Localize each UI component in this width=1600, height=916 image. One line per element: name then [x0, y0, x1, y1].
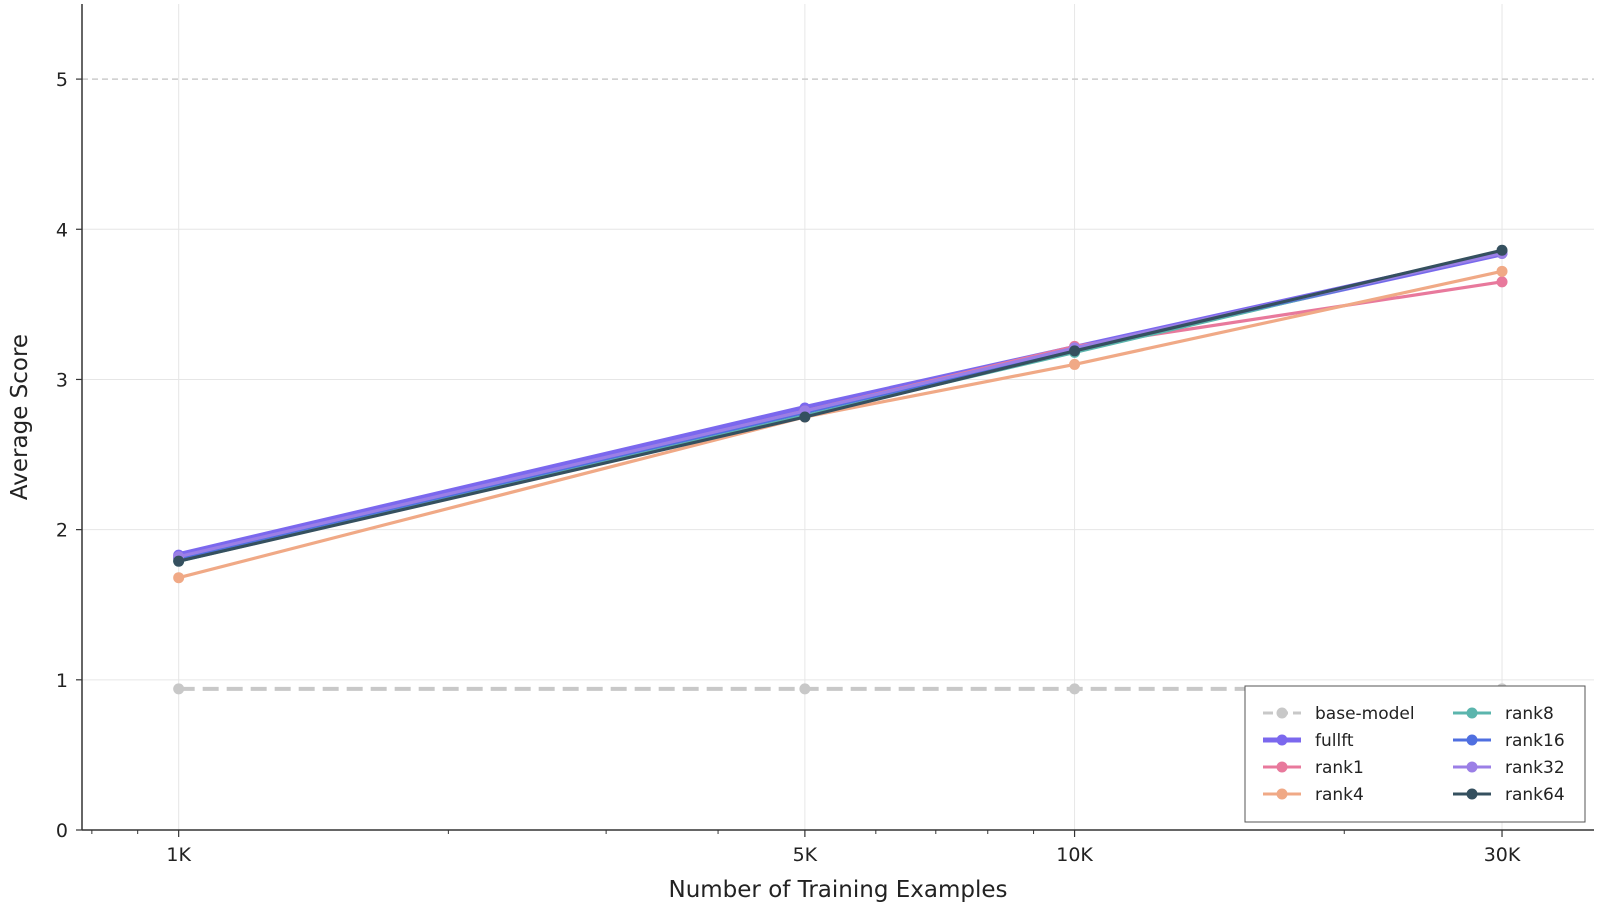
data-point-base-model — [1069, 683, 1081, 695]
grid-lines — [82, 4, 1594, 831]
x-tick-label: 10K — [1056, 844, 1093, 866]
data-point-rank64 — [1496, 244, 1508, 256]
x-tick-label: 1K — [166, 844, 191, 866]
x-tick-label: 5K — [793, 844, 818, 866]
y-tick-label: 5 — [56, 69, 68, 91]
legend-marker-rank8 — [1466, 707, 1478, 719]
series-line-rank16 — [177, 251, 1504, 560]
data-point-rank64 — [1069, 345, 1081, 357]
y-tick-label: 2 — [56, 520, 68, 542]
series-line-rank64 — [177, 248, 1504, 563]
tick-labels: 0 1 2 3 4 5 1K 5K 10K 30K — [56, 69, 1521, 866]
y-tick-label: 4 — [56, 219, 68, 241]
x-tick-label: 30K — [1484, 844, 1521, 866]
series-lines — [173, 244, 1508, 695]
data-point-rank1 — [1496, 276, 1508, 288]
legend-marker-rank4 — [1276, 788, 1288, 800]
legend-label: rank16 — [1505, 731, 1565, 751]
data-point-base-model — [173, 683, 185, 695]
x-axis-label: Number of Training Examples — [668, 877, 1007, 903]
legend-label: rank4 — [1315, 785, 1364, 805]
y-tick-label: 3 — [56, 369, 68, 391]
legend-label: rank64 — [1505, 785, 1565, 805]
y-tick-label: 1 — [56, 670, 68, 692]
data-point-base-model — [799, 683, 811, 695]
data-point-rank4 — [1069, 358, 1081, 370]
data-point-rank4 — [1496, 265, 1508, 277]
legend-marker-base-model — [1276, 707, 1288, 719]
axes — [76, 4, 1594, 837]
series-line-rank4 — [177, 269, 1504, 580]
legend-marker-rank32 — [1466, 761, 1478, 773]
legend-label: rank32 — [1505, 758, 1565, 778]
data-point-rank4 — [173, 572, 185, 584]
legend-label: base-model — [1315, 704, 1415, 724]
legend-marker-rank64 — [1466, 788, 1478, 800]
y-tick-label: 0 — [56, 820, 68, 842]
legend-label: rank1 — [1315, 758, 1364, 778]
y-axis-label: Average Score — [7, 334, 33, 500]
legend-marker-rank16 — [1466, 734, 1478, 746]
legend-marker-fullft — [1276, 734, 1288, 746]
legend-frame — [1244, 685, 1586, 823]
data-point-rank64 — [799, 411, 811, 423]
legend-label: rank8 — [1505, 704, 1554, 724]
legend-label: fullft — [1315, 731, 1354, 751]
legend-marker-rank1 — [1276, 761, 1288, 773]
data-point-rank64 — [173, 555, 185, 567]
legend: base-model fullft rank1 rank4 rank8 rank16 ran… — [1244, 685, 1586, 823]
